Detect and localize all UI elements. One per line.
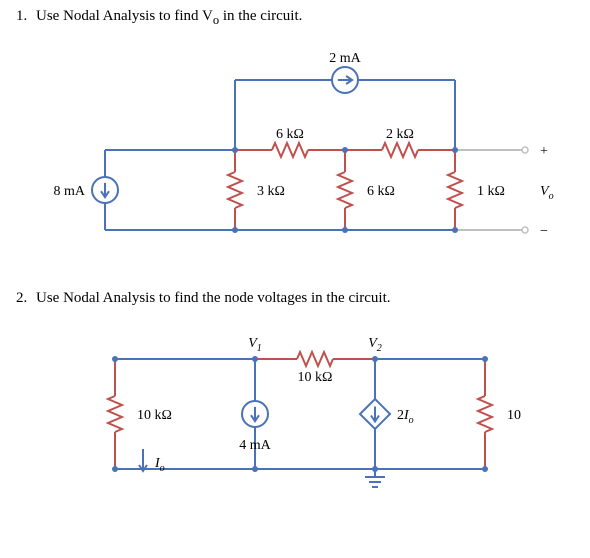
svg-text:10 kΩ: 10 kΩ <box>137 408 172 423</box>
svg-text:10 kΩ: 10 kΩ <box>298 370 333 385</box>
svg-text:2 mA: 2 mA <box>329 51 361 66</box>
problem-1-body: Use Nodal Analysis to find Vo in the cir… <box>36 8 574 28</box>
circuit-2-figure: 10 kΩ 10 kΩ 10 kΩ 4 mA 2Io Io V1 V2 <box>16 319 574 509</box>
circuit-2-svg: 10 kΩ 10 kΩ 10 kΩ 4 mA 2Io Io V1 V2 <box>65 319 525 509</box>
svg-text:3 kΩ: 3 kΩ <box>257 184 285 199</box>
problem-1-number: 1. <box>16 8 36 28</box>
problem-2-number: 2. <box>16 290 36 307</box>
svg-text:+: + <box>540 144 548 159</box>
problem-2-body: Use Nodal Analysis to find the node volt… <box>36 290 574 307</box>
svg-text:6 kΩ: 6 kΩ <box>276 127 304 142</box>
svg-text:10 kΩ: 10 kΩ <box>507 408 525 423</box>
svg-text:1 kΩ: 1 kΩ <box>477 184 505 199</box>
svg-text:6 kΩ: 6 kΩ <box>367 184 395 199</box>
problem-2-text: 2. Use Nodal Analysis to find the node v… <box>16 290 574 307</box>
circuit-1-figure: 2 mA 6 kΩ 2 kΩ 8 mA 3 kΩ 6 kΩ 1 kΩ + Vo − <box>16 40 574 270</box>
svg-text:8 mA: 8 mA <box>54 184 86 199</box>
p1-text-a: Use Nodal Analysis to find V <box>36 8 213 24</box>
svg-text:4 mA: 4 mA <box>239 438 271 453</box>
svg-text:−: − <box>540 224 548 239</box>
svg-text:V1: V1 <box>248 336 262 354</box>
p1-text-b: in the circuit. <box>219 8 302 24</box>
svg-text:2Io: 2Io <box>397 408 414 426</box>
svg-text:Vo: Vo <box>540 184 554 202</box>
circuit-1-svg: 2 mA 6 kΩ 2 kΩ 8 mA 3 kΩ 6 kΩ 1 kΩ + Vo − <box>35 40 555 270</box>
svg-text:2 kΩ: 2 kΩ <box>386 127 414 142</box>
svg-text:V2: V2 <box>368 336 382 354</box>
problem-1-text: 1. Use Nodal Analysis to find Vo in the … <box>16 8 574 28</box>
svg-text:Io: Io <box>154 456 165 474</box>
